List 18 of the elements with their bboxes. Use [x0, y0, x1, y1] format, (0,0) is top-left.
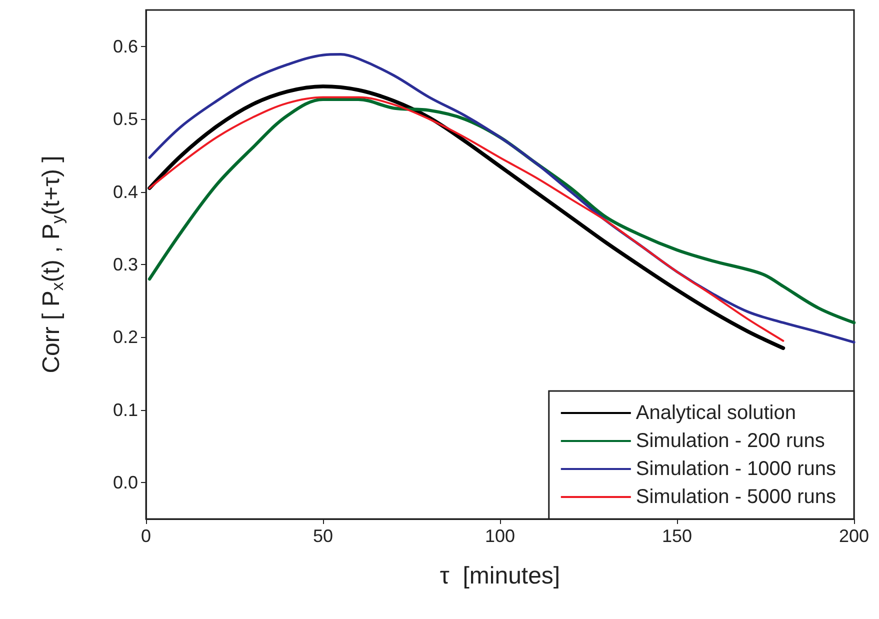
x-axis-title: τ [minutes]: [440, 562, 560, 590]
x-tick-label: 50: [312, 526, 334, 546]
x-tick-label: 100: [484, 526, 516, 546]
legend-label: Simulation - 1000 runs: [636, 458, 836, 480]
y-tick-label: 0.1: [112, 400, 138, 420]
legend-label: Analytical solution: [636, 402, 796, 424]
x-tick-label: 200: [838, 526, 870, 546]
y-tick-label: 0.5: [112, 109, 138, 130]
y-tick-label: 0.3: [112, 254, 138, 274]
x-tick-label: 0: [140, 526, 152, 546]
y-axis-title: Corr [ Px(t) , Py(t+τ) ]: [38, 156, 67, 374]
x-tick-label: 150: [662, 526, 692, 546]
y-tick-label: 0.2: [112, 327, 138, 348]
y-tick-label: 0.6: [112, 36, 138, 56]
y-tick-label: 0.0: [112, 472, 138, 493]
legend-label: Simulation - 5000 runs: [636, 486, 836, 508]
legend-label: Simulation - 200 runs: [636, 430, 825, 452]
y-tick-label: 0.4: [112, 182, 138, 202]
